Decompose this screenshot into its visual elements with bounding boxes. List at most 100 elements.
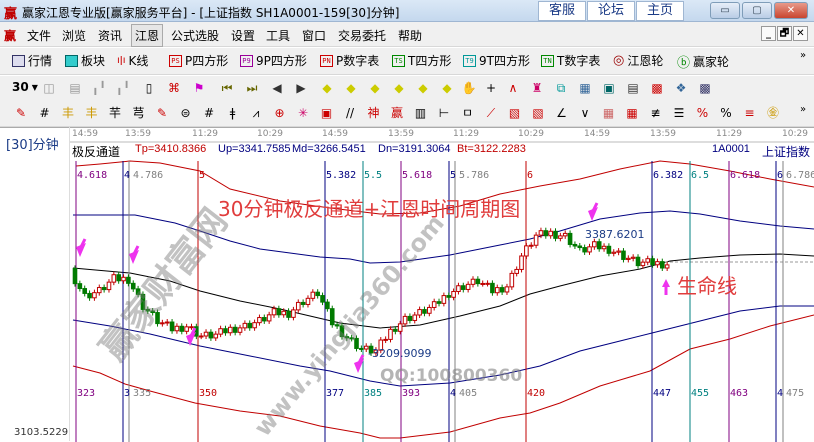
star-icon[interactable]: ✳	[297, 106, 309, 120]
winner-wheel-button[interactable]: ⓑ 赢家轮	[677, 52, 729, 71]
9p-square-button[interactable]: P9 9P四方形	[240, 52, 307, 69]
last-icon[interactable]: ⏭	[246, 81, 258, 95]
toolbar2-more-button[interactable]: »	[800, 104, 807, 115]
pct3-icon[interactable]: ≡	[744, 106, 755, 120]
menu-browse[interactable]: 浏览	[62, 29, 87, 43]
box-icon[interactable]: ▣	[320, 106, 333, 120]
angle-icon[interactable]: ⩘	[252, 106, 260, 120]
fan-box-icon[interactable]: ▧	[508, 106, 521, 120]
menu-window[interactable]: 窗口	[302, 29, 327, 43]
t-square-button[interactable]: TS T四方形	[392, 52, 451, 69]
computer-icon[interactable]: ▩	[699, 81, 711, 95]
quotes-button[interactable]: 行情	[12, 52, 52, 69]
menu-gann[interactable]: 江恩	[131, 24, 164, 47]
fan-box2-icon[interactable]: ▧	[532, 106, 544, 120]
homepage-button[interactable]: 主页	[636, 1, 684, 21]
bars9-icon[interactable]: ╻╹	[115, 81, 131, 95]
layout-icon[interactable]: ⧉	[556, 81, 566, 95]
win-icon[interactable]: 赢	[390, 106, 403, 120]
line-icon[interactable]: ∧	[508, 81, 518, 95]
width-icon[interactable]: ⊢	[438, 106, 450, 120]
crosshair-icon[interactable]: +	[485, 81, 497, 95]
menu-settings[interactable]: 设置	[231, 29, 256, 43]
menu-trade[interactable]: 交易委托	[338, 29, 387, 43]
close-button[interactable]: ✕	[774, 2, 808, 19]
angle2-icon[interactable]: ∠	[556, 106, 567, 120]
mdi-minimize-button[interactable]: _	[761, 26, 776, 41]
blank-icon[interactable]: ◫	[43, 81, 55, 95]
quotes-label: 行情	[28, 54, 53, 68]
gold1-icon[interactable]: 丰	[61, 106, 74, 120]
menu-help[interactable]: 帮助	[398, 29, 423, 43]
fan-icon[interactable]: ⟋	[486, 106, 496, 120]
gann-wheel-button[interactable]: ◎ 江恩轮	[613, 52, 663, 69]
calculator-icon[interactable]: ▣	[603, 81, 615, 95]
hand-icon[interactable]: ✋	[461, 81, 477, 95]
menu-news[interactable]: 资讯	[98, 29, 123, 43]
forum-button[interactable]: 论坛	[587, 1, 635, 21]
chart-area[interactable]	[0, 127, 814, 442]
grid-icon[interactable]: #	[39, 106, 50, 120]
minimize-button[interactable]: ▭	[710, 2, 740, 19]
t-number-table-button[interactable]: TN T数字表	[541, 52, 600, 69]
bars3-icon[interactable]: ╻╹	[91, 81, 107, 95]
pct2-icon[interactable]: %	[720, 106, 732, 120]
spiral-icon[interactable]: 芎	[132, 106, 145, 120]
candle-type-icon[interactable]: ▯	[145, 81, 153, 95]
gold-coin-icon[interactable]: ㊎	[766, 106, 779, 120]
p-number-table-button[interactable]: PN P数字表	[320, 52, 379, 69]
zoom-out-icon[interactable]: ◆	[394, 81, 404, 95]
list-icon[interactable]: ☰	[673, 106, 685, 120]
god-icon[interactable]: 神	[367, 106, 380, 120]
percent-icon[interactable]: %	[696, 106, 709, 120]
zoom-right-icon[interactable]: ◆	[346, 81, 356, 95]
network-icon[interactable]: ❖	[675, 81, 687, 95]
grid3-icon[interactable]: ▦	[626, 106, 638, 120]
shirt-icon[interactable]: ♜	[531, 81, 543, 95]
sector-button[interactable]: 板块	[65, 52, 105, 69]
left-icon[interactable]: ◀	[272, 81, 282, 95]
pencil-icon[interactable]: ✎	[15, 106, 27, 120]
lines-icon[interactable]: ≢	[650, 106, 661, 120]
ruler2-icon[interactable]: ▥	[414, 106, 427, 120]
notes-icon[interactable]: ▤	[627, 81, 639, 95]
9t-square-button[interactable]: T9 9T四方形	[463, 52, 530, 69]
zoom-all-icon[interactable]: ◆	[442, 81, 452, 95]
right-icon[interactable]: ▶	[296, 81, 306, 95]
period-select[interactable]: 30 ▼	[12, 80, 38, 94]
candle	[567, 232, 573, 245]
window-title: 赢家江恩专业版[赢家服务平台] - [上证指数 SH1A0001-159[30]…	[22, 6, 400, 20]
gold2-icon[interactable]: 丰	[85, 106, 98, 120]
service-button[interactable]: 客服	[538, 1, 586, 21]
page-icon[interactable]: ▤	[69, 81, 81, 95]
kline-button[interactable]: ıǀı K线	[117, 52, 148, 69]
menu-file[interactable]: 文件	[27, 29, 52, 43]
fib-icon[interactable]: 芉	[108, 106, 121, 120]
grid2-icon[interactable]: #	[203, 106, 215, 120]
para-icon[interactable]: //	[345, 106, 355, 120]
calendar-icon[interactable]: ▦	[579, 81, 591, 95]
save-icon[interactable]: ▩	[651, 81, 663, 95]
pattern-icon[interactable]: ⌘	[168, 81, 180, 95]
mdi-restore-button[interactable]: 🗗	[777, 26, 792, 41]
maximize-button[interactable]: ▢	[742, 2, 772, 19]
v-icon[interactable]: ∨	[580, 106, 590, 120]
rect-icon[interactable]: ㅁ	[461, 106, 474, 120]
ruler-icon[interactable]: ✎	[156, 106, 168, 120]
zoom-fit-icon[interactable]: ◆	[418, 81, 428, 95]
candle	[514, 268, 519, 274]
flag-icon[interactable]: ⚑	[193, 81, 205, 95]
first-icon[interactable]: ⏮	[221, 81, 233, 95]
circle-icon[interactable]: ⊜	[180, 106, 191, 120]
chart-annotation-title: 30分钟极反通道+江恩时间周期图	[218, 197, 521, 221]
gridx-icon[interactable]: ▦	[602, 106, 615, 120]
n2-icon[interactable]: ǂ	[229, 106, 236, 120]
target-icon[interactable]: ⊕	[274, 106, 285, 120]
p-square-button[interactable]: PS P四方形	[169, 52, 228, 69]
toolbar-more-button[interactable]: »	[800, 50, 807, 61]
mdi-close-button[interactable]: ✕	[793, 26, 808, 41]
zoom-left-icon[interactable]: ◆	[322, 81, 332, 95]
zoom-in-icon[interactable]: ◆	[370, 81, 380, 95]
menu-formula-select[interactable]: 公式选股	[171, 29, 220, 43]
menu-tools[interactable]: 工具	[266, 29, 291, 43]
